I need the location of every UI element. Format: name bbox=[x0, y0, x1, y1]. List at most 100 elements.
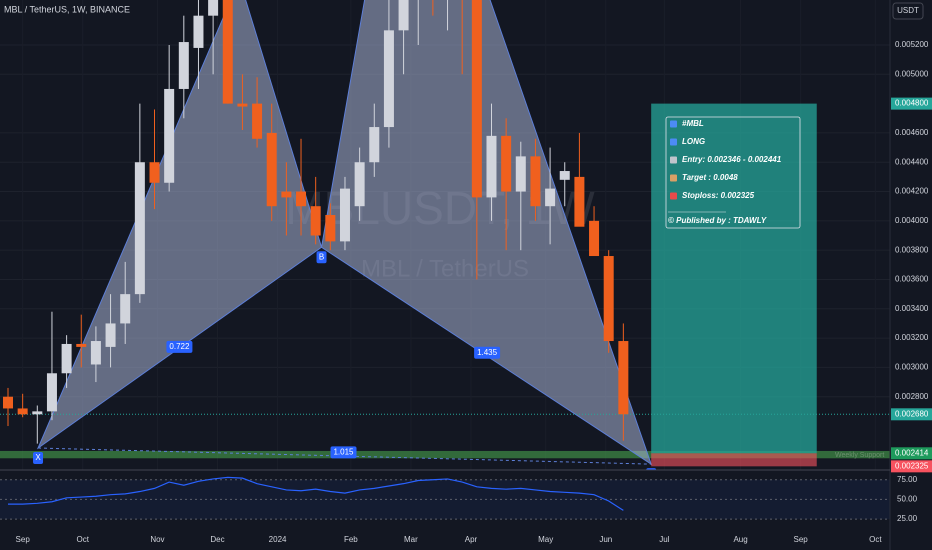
x-tick-label: Oct bbox=[76, 535, 89, 544]
candle-body bbox=[222, 0, 233, 104]
y-tick-label: 0.004600 bbox=[895, 128, 929, 137]
point-label: X bbox=[35, 453, 41, 462]
ratio-label: 1.015 bbox=[333, 448, 354, 457]
unit-box bbox=[892, 2, 924, 20]
candle-body bbox=[105, 323, 116, 347]
candle-body bbox=[545, 188, 556, 207]
note-line: #MBL bbox=[682, 119, 704, 128]
ratio-label: 0.722 bbox=[169, 342, 190, 351]
candle-body bbox=[208, 0, 219, 16]
note-line: © Published by : TDAWLY bbox=[668, 216, 767, 225]
price-tag-label: 0.002680 bbox=[895, 409, 929, 418]
candle-body bbox=[266, 132, 277, 207]
y-tick-label: 0.005200 bbox=[895, 40, 929, 49]
y-tick-label: 0.002800 bbox=[895, 392, 929, 401]
x-tick-label: Jul bbox=[659, 535, 669, 544]
target-zone bbox=[651, 103, 817, 454]
candle-body bbox=[530, 156, 541, 207]
ratio-label-bg bbox=[166, 340, 193, 353]
candle-body bbox=[164, 88, 175, 183]
note-line: Target : 0.0048 bbox=[682, 173, 738, 182]
ratio-label-bg bbox=[330, 446, 357, 459]
point-label-bg bbox=[316, 251, 327, 264]
candle-body bbox=[90, 341, 101, 365]
note-line: LONG bbox=[682, 137, 705, 146]
candle-body bbox=[559, 171, 570, 180]
note-icon bbox=[670, 174, 677, 182]
candle-body bbox=[296, 191, 307, 207]
support-label: Weekly Support bbox=[835, 452, 884, 459]
y-tick-label: 0.004000 bbox=[895, 216, 929, 225]
y-tick-label: 0.003800 bbox=[895, 245, 929, 254]
candle-body bbox=[398, 0, 409, 31]
x-tick-label: Jun bbox=[599, 535, 612, 544]
x-tick-label: Aug bbox=[733, 535, 747, 544]
rsi-line bbox=[7, 476, 624, 511]
note-icon bbox=[670, 156, 677, 164]
candle-body bbox=[471, 0, 482, 198]
candle-body bbox=[2, 396, 13, 409]
candle-body bbox=[369, 127, 380, 163]
candle-body bbox=[149, 162, 160, 183]
unit-label: USDT bbox=[897, 6, 919, 15]
candle-body bbox=[515, 156, 526, 192]
candle-body bbox=[310, 206, 321, 236]
price-tag-label: 0.002325 bbox=[895, 461, 929, 470]
candle-body bbox=[120, 294, 131, 324]
x-tick-label: May bbox=[538, 535, 553, 544]
x-tick-label: Sep bbox=[16, 535, 31, 544]
y-tick-label: 0.003400 bbox=[895, 304, 929, 313]
axes: 0.005200 0.005000 0.004600 0.004400 0.004200… bbox=[4, 2, 932, 544]
point-label-bg bbox=[33, 452, 44, 465]
x-tick-label: Dec bbox=[210, 535, 224, 544]
candle-body bbox=[46, 373, 57, 412]
price-tag bbox=[891, 460, 932, 473]
candle-body bbox=[193, 15, 204, 48]
candle-body bbox=[486, 135, 497, 198]
x-tick-label: Feb bbox=[344, 535, 358, 544]
note-icon bbox=[670, 138, 677, 146]
x-tick-label: Apr bbox=[465, 535, 478, 544]
x-tick-label: Oct bbox=[869, 535, 882, 544]
note-frame bbox=[665, 116, 801, 229]
point-label: B bbox=[319, 252, 324, 261]
candle-body bbox=[76, 343, 87, 347]
rsi-tick-label: 25.00 bbox=[897, 514, 918, 523]
ratio-label-bg bbox=[474, 346, 501, 359]
candle-body bbox=[589, 220, 600, 257]
candle-body bbox=[339, 188, 350, 242]
candle-body bbox=[32, 411, 43, 415]
rsi-tick-label: 75.00 bbox=[897, 475, 918, 484]
support-zone bbox=[0, 450, 890, 459]
candle-body bbox=[383, 30, 394, 128]
candle-body bbox=[618, 341, 629, 415]
y-tick-label: 0.003000 bbox=[895, 363, 929, 372]
price-pane: MBLUSDT, 1WMBL / TetherUSWeekly SupportX… bbox=[0, 0, 890, 470]
note-icon bbox=[670, 120, 677, 128]
candle-body bbox=[574, 176, 585, 227]
candle-body bbox=[178, 42, 189, 89]
price-tag-label: 0.004800 bbox=[895, 99, 929, 108]
candle-body bbox=[134, 162, 145, 295]
price-tag bbox=[891, 408, 932, 421]
chart-title: MBL / TetherUS, 1W, BINANCE bbox=[4, 4, 130, 14]
note-line: Stoploss: 0.002325 bbox=[682, 191, 755, 200]
ratio-label: 1.435 bbox=[477, 348, 498, 357]
x-tick-label: Nov bbox=[150, 535, 164, 544]
price-tag-label: 0.002414 bbox=[895, 448, 929, 457]
candle-body bbox=[252, 103, 263, 139]
note-line: Entry: 0.002346 - 0.002441 bbox=[682, 155, 782, 164]
candle-body bbox=[603, 256, 614, 342]
candle-body bbox=[17, 408, 28, 415]
price-tag bbox=[891, 447, 932, 460]
rsi-tick-label: 50.00 bbox=[897, 495, 918, 504]
note-box: #MBL LONG Entry: 0.002346 - 0.002441 Target… bbox=[665, 116, 801, 229]
y-tick-label: 0.004400 bbox=[895, 157, 929, 166]
x-tick-label: Sep bbox=[794, 535, 809, 544]
candle-body bbox=[281, 191, 292, 198]
candle-body bbox=[61, 343, 72, 374]
stop-zone bbox=[651, 453, 817, 467]
y-tick-label: 0.005000 bbox=[895, 69, 929, 78]
rsi-pane bbox=[0, 476, 890, 520]
